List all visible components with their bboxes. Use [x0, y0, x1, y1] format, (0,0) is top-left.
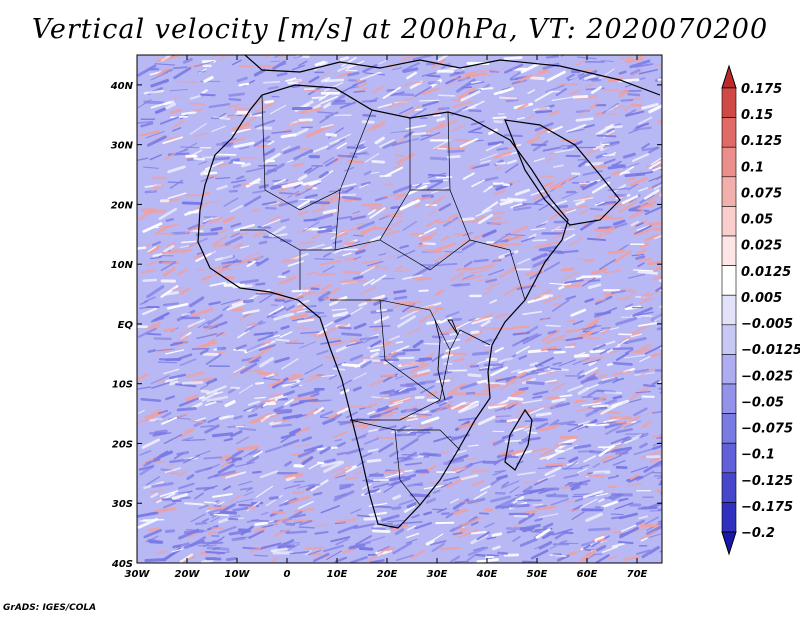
- lon-tick-label: 40E: [476, 569, 498, 580]
- lon-tick-label: 20E: [377, 569, 398, 580]
- lon-tick-label: 30E: [427, 569, 448, 580]
- madagascar-outline: [504, 408, 533, 471]
- colorbar-label: −0.1: [741, 448, 775, 463]
- plot-frame: [136, 54, 663, 564]
- colorbar-swatch: [721, 354, 737, 385]
- map-title: Vertical velocity [m/s] at 200hPa, VT: 2…: [31, 14, 769, 45]
- grads-credit: GrADS: IGES/COLA: [3, 603, 97, 613]
- lat-tick-label: 30S: [112, 499, 133, 510]
- colorbar-label: −0.175: [741, 500, 793, 515]
- country-borders: [240, 94, 526, 506]
- lat-tick-label: 40N: [110, 81, 134, 92]
- colorbar-label: 0.005: [741, 291, 782, 306]
- lat-tick-label: EQ: [118, 320, 134, 331]
- colorbar-label: 0.025: [741, 239, 782, 254]
- colorbar-swatch: [721, 146, 737, 178]
- colorbar-label: 0.0125: [741, 265, 791, 280]
- lon-tick-label: 20W: [175, 569, 201, 580]
- colorbar-label: −0.0125: [741, 343, 800, 358]
- colorbar-swatch: [721, 117, 737, 148]
- colorbar-swatch: [721, 472, 737, 503]
- colorbar-label: −0.05: [741, 395, 784, 410]
- colorbar-swatch: [721, 442, 737, 474]
- colorbar-swatch: [721, 206, 737, 237]
- colorbar-swatch: [721, 383, 737, 414]
- africa-outline: [197, 84, 569, 529]
- colorbar-label: −0.025: [741, 369, 793, 384]
- colorbar-bottom-arrow: [721, 531, 737, 556]
- colorbar-label: 0.05: [741, 213, 773, 228]
- colorbar-swatch: [721, 294, 737, 326]
- lon-tick-label: 60E: [577, 569, 598, 580]
- colorbar-swatch: [721, 324, 737, 355]
- lon-tick-label: 30W: [125, 569, 151, 580]
- colorbar-label: 0.125: [741, 134, 782, 149]
- lon-tick-label: 0: [284, 569, 291, 580]
- colorbar-label: −0.2: [741, 526, 775, 541]
- plot-area: [136, 54, 663, 564]
- colorbar-swatch: [721, 502, 737, 533]
- lat-tick-label: 20N: [111, 200, 134, 211]
- colorbar-swatch: [721, 235, 737, 266]
- lat-tick-label: 30N: [111, 141, 134, 152]
- colorbar-top-arrow: [721, 64, 737, 89]
- lon-tick-label: 10W: [225, 569, 251, 580]
- colorbar-label: 0.075: [741, 186, 782, 201]
- colorbar-swatch: [721, 413, 737, 444]
- velocity-field: [137, 55, 662, 563]
- colorbar-label: 0.1: [741, 160, 764, 175]
- colorbar-label: 0.175: [741, 82, 782, 97]
- colorbar-label: −0.125: [741, 474, 793, 489]
- latitude-axis: 40N 30N 20N 10N EQ 10S 20S 30S 40S: [110, 81, 662, 570]
- lon-tick-label: 70E: [627, 569, 648, 580]
- colorbar-swatch: [721, 265, 737, 296]
- europe-coast: [244, 55, 661, 96]
- lon-tick-label: 10E: [327, 569, 348, 580]
- africa-coastline: [197, 55, 661, 529]
- arabia-outline: [504, 119, 621, 226]
- longitude-axis: 30W 20W 10W 0 10E 20E 30E 40E 50E 60E 70E: [125, 55, 648, 580]
- colorbar-label: −0.005: [741, 317, 793, 332]
- colorbar: 0.175 0.15 0.125 0.1 0.075 0.05 0.025 0.0125 0.0…: [721, 64, 800, 556]
- lat-tick-label: 20S: [112, 439, 133, 450]
- lat-tick-label: 10N: [111, 260, 134, 271]
- colorbar-swatch: [721, 87, 737, 118]
- colorbar-label: −0.075: [741, 422, 793, 437]
- lat-tick-label: 40S: [111, 559, 133, 570]
- lat-tick-label: 10S: [112, 380, 133, 391]
- lon-tick-label: 50E: [527, 569, 548, 580]
- colorbar-label: 0.15: [741, 108, 773, 123]
- colorbar-swatch: [721, 176, 737, 207]
